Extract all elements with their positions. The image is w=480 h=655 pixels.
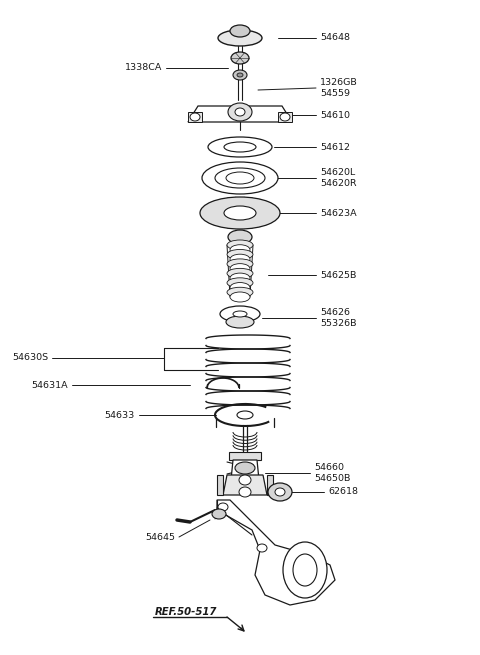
Text: 54648: 54648 xyxy=(320,33,350,43)
Ellipse shape xyxy=(218,503,228,511)
Ellipse shape xyxy=(230,273,250,283)
Text: REF.50-517: REF.50-517 xyxy=(155,607,217,617)
Polygon shape xyxy=(188,112,202,122)
Text: 54633: 54633 xyxy=(105,411,135,419)
Ellipse shape xyxy=(215,168,265,188)
Ellipse shape xyxy=(227,259,253,269)
Text: 54625B: 54625B xyxy=(320,271,356,280)
Ellipse shape xyxy=(237,411,253,419)
Polygon shape xyxy=(278,112,292,122)
Ellipse shape xyxy=(231,52,249,64)
Ellipse shape xyxy=(208,137,272,157)
Polygon shape xyxy=(223,475,267,495)
Ellipse shape xyxy=(200,197,280,229)
Ellipse shape xyxy=(227,250,253,259)
Text: 54626
55326B: 54626 55326B xyxy=(320,309,357,328)
Ellipse shape xyxy=(235,462,255,474)
Polygon shape xyxy=(217,475,223,495)
Ellipse shape xyxy=(212,509,226,519)
Text: 62618: 62618 xyxy=(328,487,358,496)
Ellipse shape xyxy=(239,475,251,485)
Ellipse shape xyxy=(224,206,256,220)
Polygon shape xyxy=(188,106,292,122)
Ellipse shape xyxy=(230,292,250,302)
Text: 54631A: 54631A xyxy=(31,381,68,390)
Text: 54645: 54645 xyxy=(145,533,175,542)
Ellipse shape xyxy=(228,230,252,244)
Ellipse shape xyxy=(226,172,254,184)
Ellipse shape xyxy=(239,487,251,497)
Ellipse shape xyxy=(218,30,262,46)
Ellipse shape xyxy=(230,263,250,274)
Ellipse shape xyxy=(202,162,278,194)
Polygon shape xyxy=(267,475,273,495)
Ellipse shape xyxy=(227,240,253,250)
Ellipse shape xyxy=(227,269,253,278)
Text: 54610: 54610 xyxy=(320,111,350,119)
Polygon shape xyxy=(231,460,259,480)
Ellipse shape xyxy=(275,488,285,496)
Polygon shape xyxy=(229,452,261,460)
Text: 54620L
54620R: 54620L 54620R xyxy=(320,168,357,188)
Text: 54612: 54612 xyxy=(320,143,350,151)
Polygon shape xyxy=(217,500,335,605)
Ellipse shape xyxy=(190,113,200,121)
Text: 1338CA: 1338CA xyxy=(125,64,162,73)
Ellipse shape xyxy=(257,544,267,552)
Ellipse shape xyxy=(227,288,253,297)
Ellipse shape xyxy=(220,306,260,322)
Ellipse shape xyxy=(226,316,254,328)
Ellipse shape xyxy=(230,245,250,255)
Ellipse shape xyxy=(237,73,243,77)
Ellipse shape xyxy=(224,142,256,152)
Ellipse shape xyxy=(235,108,245,116)
Ellipse shape xyxy=(280,113,290,121)
Ellipse shape xyxy=(268,483,292,501)
Ellipse shape xyxy=(230,282,250,293)
Ellipse shape xyxy=(233,70,247,80)
Text: 1326GB
54559: 1326GB 54559 xyxy=(320,79,358,98)
Text: 54623A: 54623A xyxy=(320,208,357,217)
Text: 54660
54650B: 54660 54650B xyxy=(314,463,350,483)
Ellipse shape xyxy=(228,103,252,121)
Ellipse shape xyxy=(233,311,247,317)
Ellipse shape xyxy=(230,254,250,264)
Ellipse shape xyxy=(283,542,327,598)
Ellipse shape xyxy=(230,25,250,37)
Ellipse shape xyxy=(293,554,317,586)
Ellipse shape xyxy=(227,278,253,288)
Text: 54630S: 54630S xyxy=(12,354,48,362)
